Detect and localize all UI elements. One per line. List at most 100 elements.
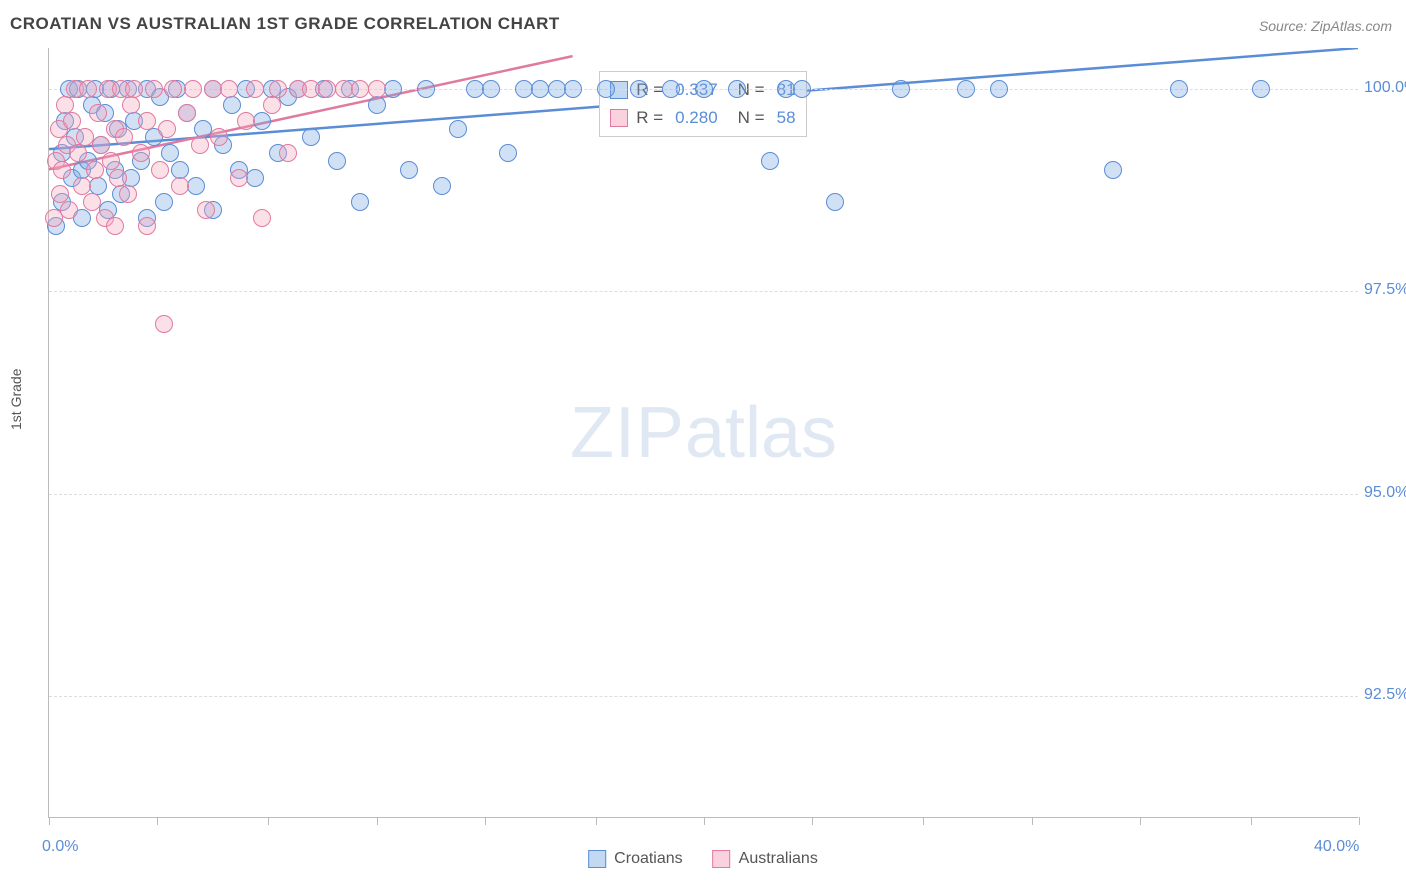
legend-swatch bbox=[588, 850, 606, 868]
data-point bbox=[482, 80, 500, 98]
y-tick-label: 92.5% bbox=[1364, 686, 1406, 704]
data-point bbox=[194, 120, 212, 138]
data-point bbox=[155, 193, 173, 211]
x-axis-label: 40.0% bbox=[1314, 838, 1359, 856]
data-point bbox=[793, 80, 811, 98]
x-tick bbox=[1251, 817, 1252, 825]
legend-swatch bbox=[713, 850, 731, 868]
data-point bbox=[263, 96, 281, 114]
data-point bbox=[892, 80, 910, 98]
gridline-y bbox=[49, 494, 1358, 495]
data-point bbox=[109, 169, 127, 187]
data-point bbox=[138, 217, 156, 235]
series-legend-item: Croatians bbox=[588, 850, 682, 868]
data-point bbox=[728, 80, 746, 98]
data-point bbox=[351, 80, 369, 98]
data-point bbox=[302, 80, 320, 98]
x-tick bbox=[596, 817, 597, 825]
data-point bbox=[178, 104, 196, 122]
legend-r-value: 0.280 bbox=[675, 108, 718, 128]
data-point bbox=[400, 161, 418, 179]
x-tick bbox=[1359, 817, 1360, 825]
data-point bbox=[302, 128, 320, 146]
x-tick bbox=[377, 817, 378, 825]
data-point bbox=[197, 201, 215, 219]
watermark-atlas: atlas bbox=[685, 393, 837, 473]
x-tick bbox=[812, 817, 813, 825]
legend-n-value: 58 bbox=[777, 108, 796, 128]
data-point bbox=[138, 112, 156, 130]
data-point bbox=[122, 96, 140, 114]
series-name: Croatians bbox=[614, 850, 682, 868]
data-point bbox=[92, 136, 110, 154]
y-axis-label: 1st Grade bbox=[8, 369, 24, 430]
data-point bbox=[119, 185, 137, 203]
data-point bbox=[63, 112, 81, 130]
data-point bbox=[145, 80, 163, 98]
data-point bbox=[597, 80, 615, 98]
data-point bbox=[368, 80, 386, 98]
data-point bbox=[132, 144, 150, 162]
gridline-y bbox=[49, 291, 1358, 292]
x-tick bbox=[157, 817, 158, 825]
data-point bbox=[662, 80, 680, 98]
y-tick-label: 97.5% bbox=[1364, 281, 1406, 299]
data-point bbox=[210, 128, 228, 146]
data-point bbox=[630, 80, 648, 98]
watermark-zip: ZIP bbox=[570, 393, 685, 473]
data-point bbox=[184, 80, 202, 98]
data-point bbox=[89, 104, 107, 122]
data-point bbox=[433, 177, 451, 195]
data-point bbox=[328, 152, 346, 170]
x-tick bbox=[923, 817, 924, 825]
data-point bbox=[230, 169, 248, 187]
data-point bbox=[826, 193, 844, 211]
data-point bbox=[171, 177, 189, 195]
x-tick bbox=[485, 817, 486, 825]
data-point bbox=[253, 209, 271, 227]
data-point bbox=[449, 120, 467, 138]
data-point bbox=[69, 144, 87, 162]
data-point bbox=[187, 177, 205, 195]
data-point bbox=[564, 80, 582, 98]
data-point bbox=[1252, 80, 1270, 98]
chart-title: CROATIAN VS AUSTRALIAN 1ST GRADE CORRELA… bbox=[10, 14, 560, 34]
legend-r-label: R = bbox=[636, 108, 663, 128]
source-credit: Source: ZipAtlas.com bbox=[1259, 18, 1392, 34]
y-tick-label: 100.0% bbox=[1364, 79, 1406, 97]
data-point bbox=[269, 80, 287, 98]
data-point bbox=[164, 80, 182, 98]
data-point bbox=[53, 161, 71, 179]
data-point bbox=[115, 128, 133, 146]
x-tick bbox=[1032, 817, 1033, 825]
data-point bbox=[76, 128, 94, 146]
data-point bbox=[151, 161, 169, 179]
data-point bbox=[1104, 161, 1122, 179]
data-point bbox=[777, 80, 795, 98]
data-point bbox=[106, 217, 124, 235]
data-point bbox=[83, 193, 101, 211]
watermark-text: ZIPatlas bbox=[570, 392, 837, 474]
data-point bbox=[60, 201, 78, 219]
data-point bbox=[384, 80, 402, 98]
data-point bbox=[223, 96, 241, 114]
legend-swatch bbox=[610, 109, 628, 127]
data-point bbox=[220, 80, 238, 98]
data-point bbox=[79, 80, 97, 98]
data-point bbox=[237, 112, 255, 130]
data-point bbox=[191, 136, 209, 154]
data-point bbox=[761, 152, 779, 170]
data-point bbox=[957, 80, 975, 98]
data-point bbox=[158, 120, 176, 138]
x-tick bbox=[704, 817, 705, 825]
x-tick bbox=[1140, 817, 1141, 825]
series-legend: CroatiansAustralians bbox=[588, 850, 818, 868]
data-point bbox=[548, 80, 566, 98]
data-point bbox=[351, 193, 369, 211]
gridline-y bbox=[49, 696, 1358, 697]
x-axis-label: 0.0% bbox=[42, 838, 78, 856]
data-point bbox=[499, 144, 517, 162]
data-point bbox=[246, 169, 264, 187]
data-point bbox=[531, 80, 549, 98]
x-tick bbox=[268, 817, 269, 825]
